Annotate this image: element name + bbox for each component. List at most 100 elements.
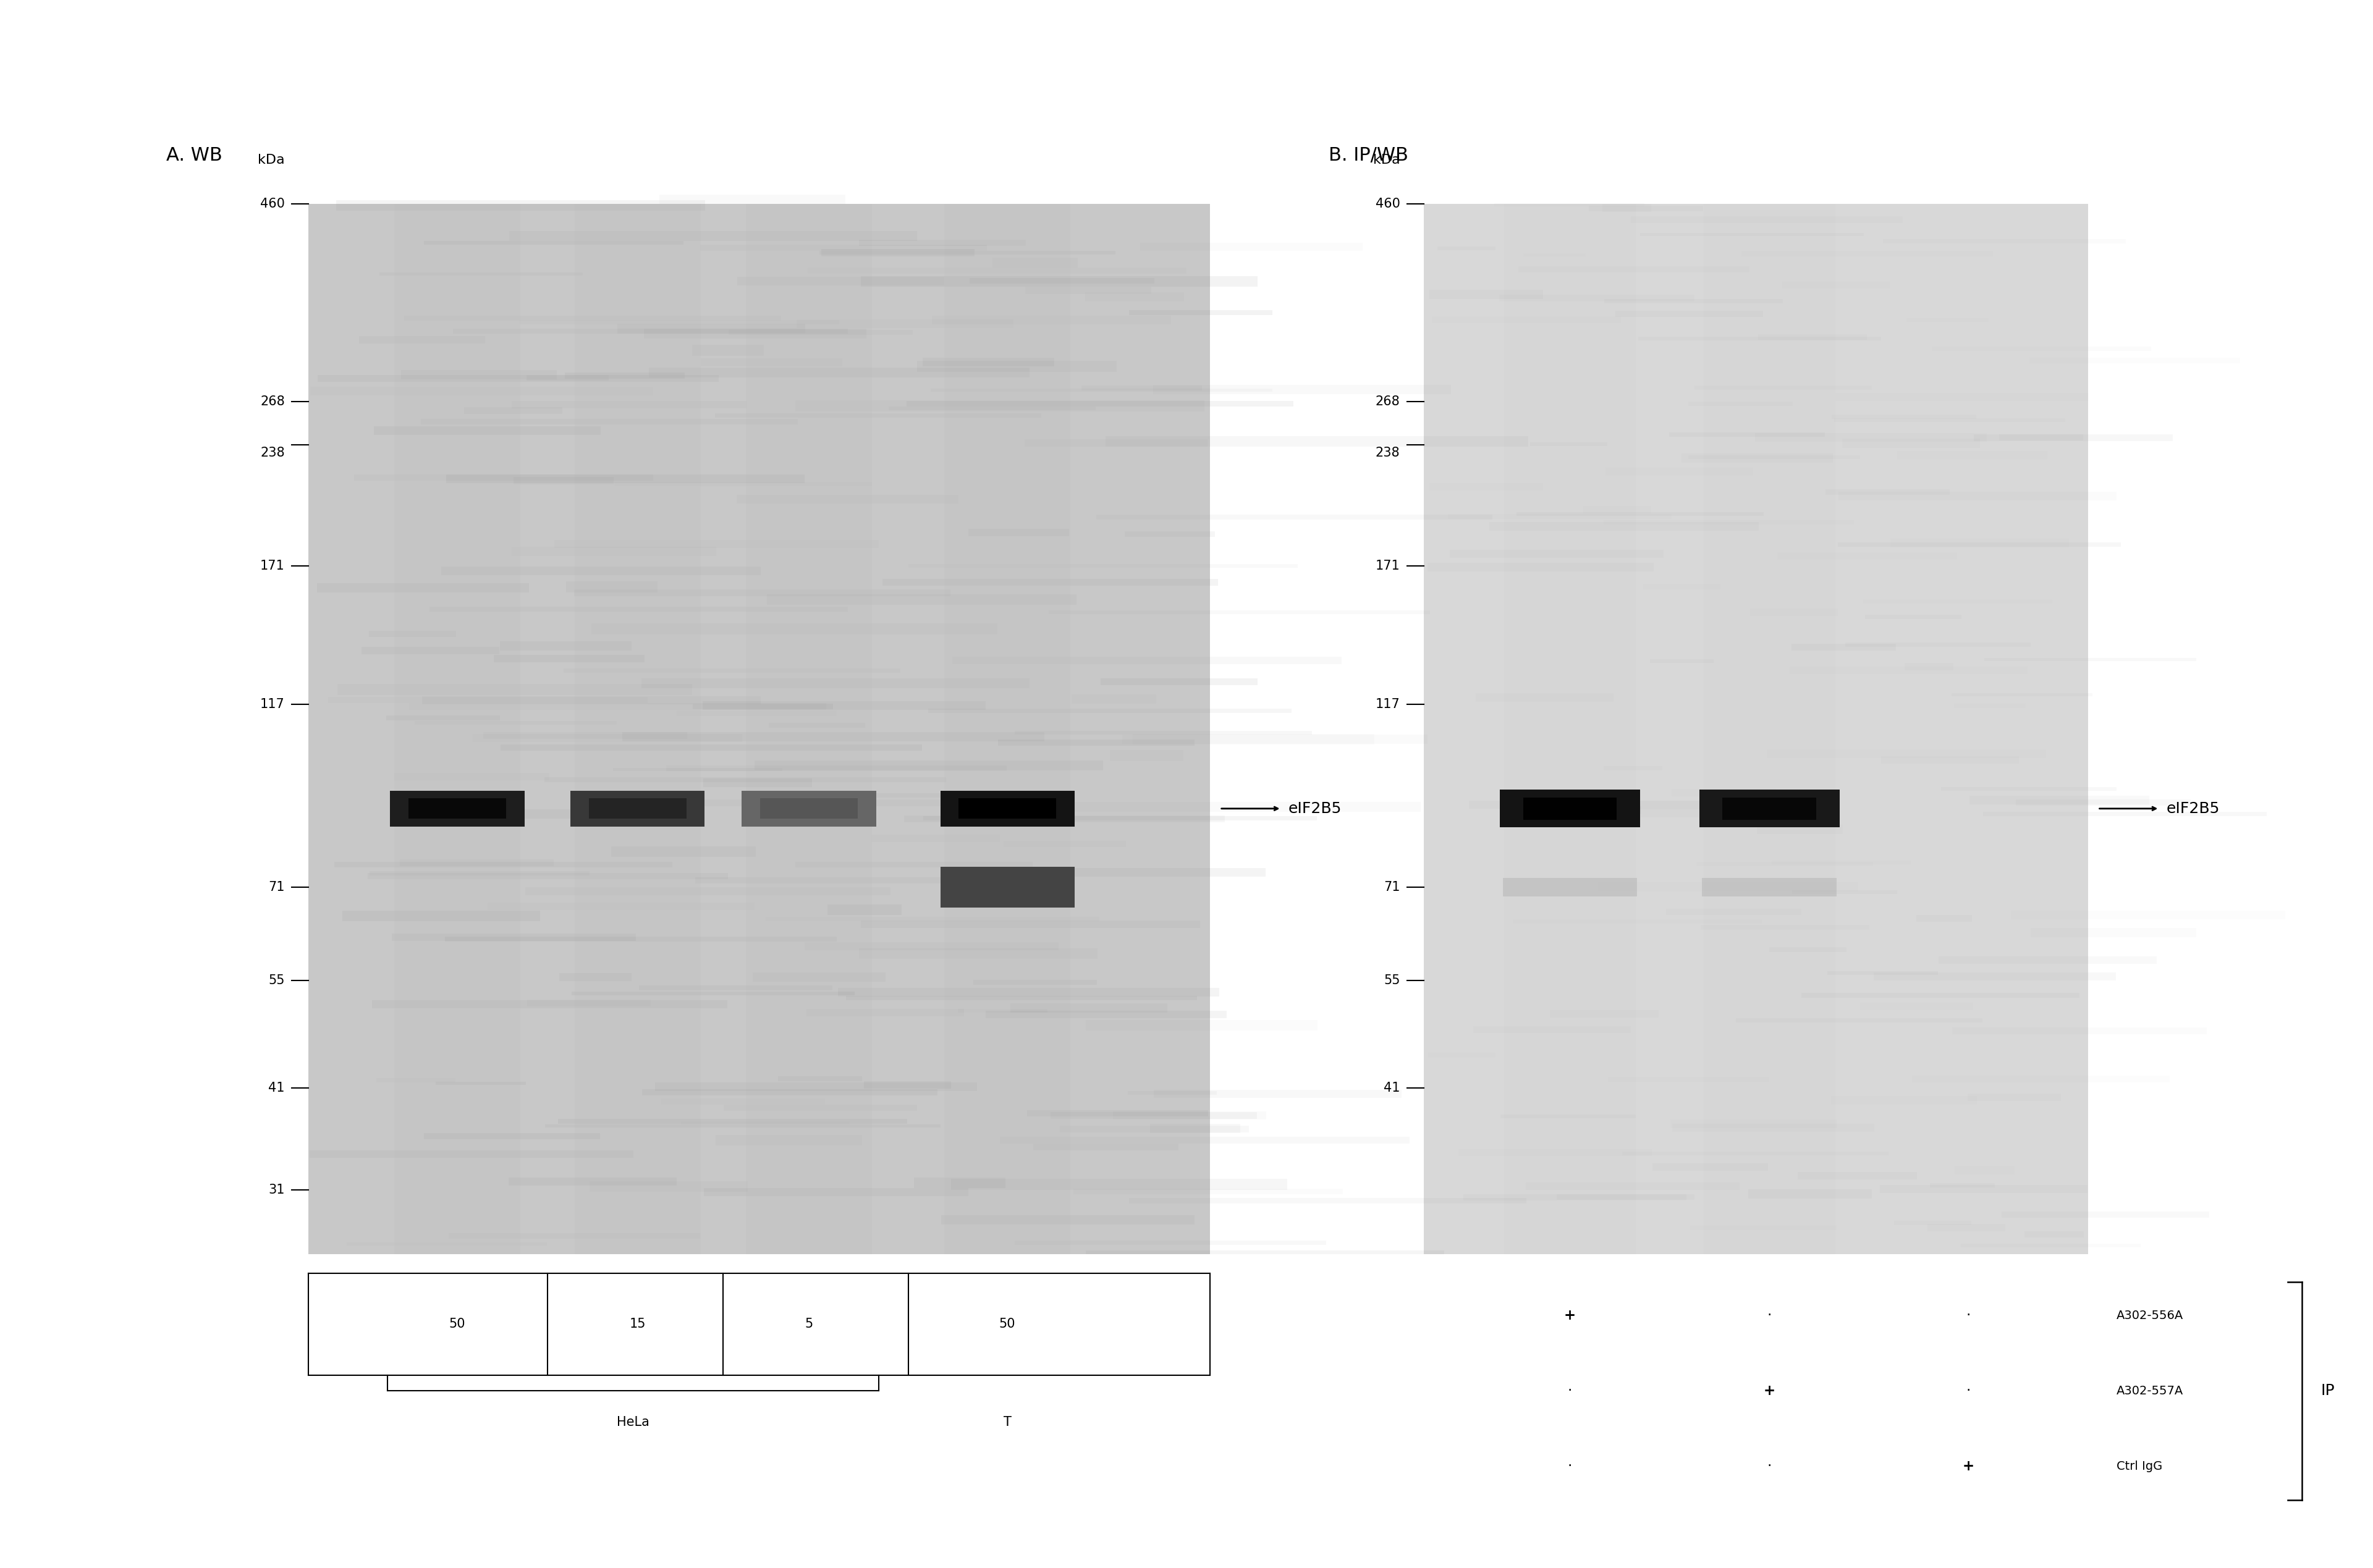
Bar bbox=[1557, 1195, 1694, 1200]
Bar bbox=[484, 732, 688, 739]
Text: A302-556A: A302-556A bbox=[2117, 1309, 2183, 1322]
Bar bbox=[681, 1121, 850, 1124]
Text: 71: 71 bbox=[268, 881, 285, 894]
Bar bbox=[425, 241, 683, 245]
Bar bbox=[667, 765, 1006, 771]
Bar bbox=[769, 723, 866, 728]
Bar bbox=[1583, 506, 1652, 513]
Bar bbox=[1668, 433, 1825, 437]
Bar bbox=[1448, 514, 1671, 519]
Bar bbox=[1111, 750, 1184, 760]
Bar bbox=[864, 1080, 952, 1088]
Bar bbox=[342, 911, 541, 922]
Bar bbox=[318, 375, 719, 381]
Bar bbox=[1865, 615, 1962, 619]
Bar bbox=[1604, 299, 1782, 303]
Bar bbox=[2000, 1212, 2209, 1218]
Bar bbox=[1801, 993, 2079, 997]
Bar bbox=[662, 1099, 826, 1105]
Bar bbox=[999, 740, 1194, 745]
Bar bbox=[408, 702, 826, 710]
Bar bbox=[354, 475, 653, 480]
Bar bbox=[401, 370, 558, 379]
Bar bbox=[1642, 585, 1720, 590]
Text: +: + bbox=[1763, 1383, 1775, 1399]
Bar bbox=[392, 933, 636, 941]
Bar bbox=[738, 278, 944, 285]
Bar bbox=[807, 268, 1186, 274]
Bar bbox=[1666, 909, 1801, 914]
Bar bbox=[1671, 1120, 1837, 1129]
Bar bbox=[513, 477, 615, 485]
Bar bbox=[373, 1000, 729, 1008]
Bar bbox=[1697, 862, 1872, 867]
Bar bbox=[702, 701, 985, 710]
Bar bbox=[446, 475, 804, 483]
Bar bbox=[1032, 803, 1421, 812]
Bar bbox=[1690, 455, 1860, 459]
Bar bbox=[1424, 204, 2088, 1254]
Bar bbox=[453, 329, 847, 334]
Bar bbox=[676, 710, 838, 717]
Bar bbox=[565, 373, 686, 378]
Text: 117: 117 bbox=[261, 698, 285, 710]
Bar bbox=[337, 684, 693, 695]
Text: eIF2B5: eIF2B5 bbox=[1289, 801, 1341, 815]
Bar bbox=[1984, 812, 2266, 815]
Bar bbox=[1500, 790, 1640, 828]
Bar bbox=[1084, 1019, 1317, 1030]
Bar bbox=[859, 240, 1025, 246]
Bar bbox=[1941, 787, 2117, 790]
Bar bbox=[2010, 911, 2285, 919]
Bar bbox=[1967, 1094, 2060, 1101]
Bar bbox=[1906, 663, 1953, 670]
Bar bbox=[1519, 267, 1749, 273]
Text: IP: IP bbox=[2321, 1383, 2335, 1399]
Bar bbox=[368, 630, 456, 637]
Bar bbox=[1960, 1243, 2140, 1247]
Bar bbox=[1953, 1027, 2207, 1035]
Bar bbox=[700, 245, 987, 251]
Bar bbox=[377, 1079, 456, 1082]
Bar bbox=[838, 988, 1220, 997]
Bar bbox=[1490, 522, 1758, 530]
Bar bbox=[1130, 1198, 1526, 1203]
Bar bbox=[1929, 1182, 1996, 1187]
Bar bbox=[1782, 282, 1889, 289]
Bar bbox=[959, 798, 1056, 818]
Bar bbox=[589, 1181, 747, 1192]
Bar bbox=[408, 798, 505, 818]
Bar bbox=[570, 790, 705, 826]
Bar bbox=[643, 329, 866, 339]
Bar bbox=[1768, 750, 2046, 757]
Bar bbox=[1792, 891, 1898, 894]
Bar bbox=[1837, 392, 2088, 401]
Bar bbox=[425, 1134, 600, 1138]
Bar bbox=[1694, 386, 1872, 390]
Bar bbox=[1951, 693, 2093, 696]
Bar bbox=[1751, 608, 1839, 616]
Bar bbox=[2029, 358, 2240, 364]
Bar bbox=[1035, 1143, 1179, 1149]
Text: 460: 460 bbox=[1376, 198, 1400, 210]
Bar bbox=[622, 732, 1044, 742]
Bar bbox=[871, 834, 999, 842]
Bar bbox=[861, 920, 1201, 928]
Text: B. IP/WB: B. IP/WB bbox=[1329, 147, 1410, 165]
Bar bbox=[524, 887, 890, 895]
Bar bbox=[641, 679, 1030, 688]
Bar bbox=[1130, 310, 1272, 315]
Bar bbox=[415, 721, 617, 724]
Bar bbox=[1673, 1124, 1875, 1132]
Bar bbox=[693, 345, 764, 356]
Bar bbox=[1049, 610, 1431, 615]
Bar bbox=[1016, 1240, 1327, 1245]
Bar bbox=[1616, 310, 1763, 317]
Bar bbox=[520, 320, 840, 325]
Bar bbox=[558, 1118, 906, 1124]
Bar bbox=[373, 426, 600, 434]
Bar bbox=[1770, 947, 1846, 952]
Bar bbox=[1939, 956, 2157, 964]
Bar bbox=[1504, 204, 1635, 1254]
Bar bbox=[1523, 254, 1585, 257]
